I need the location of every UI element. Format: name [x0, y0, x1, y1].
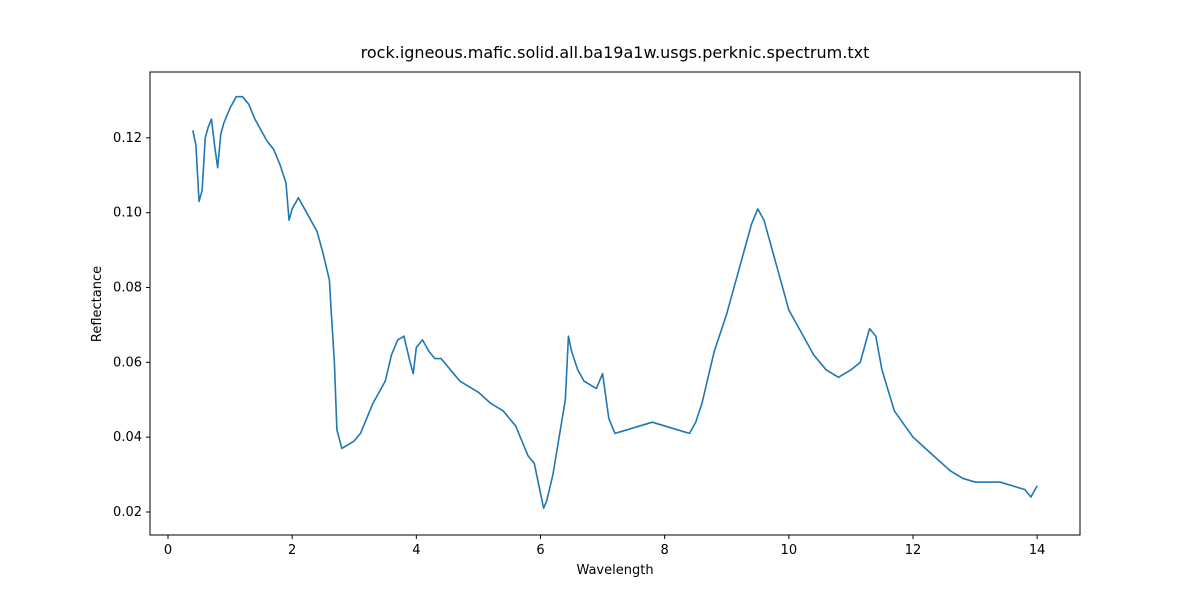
- plot-frame: [149, 71, 1081, 536]
- y-axis-label: Reflectance: [90, 266, 105, 342]
- y-tick-label: 0.02: [113, 505, 142, 520]
- x-axis-label: Wavelength: [576, 563, 653, 578]
- y-tick-label: 0.12: [113, 131, 142, 146]
- x-tick-label: 0: [164, 543, 172, 558]
- chart-title: rock.igneous.mafic.solid.all.ba19a1w.usg…: [361, 43, 870, 62]
- y-tick-label: 0.06: [113, 355, 142, 370]
- x-tick-label: 2: [288, 543, 296, 558]
- x-tick-label: 10: [781, 543, 798, 558]
- x-tick-label: 12: [905, 543, 922, 558]
- y-tick-label: 0.08: [113, 281, 142, 296]
- x-tick-label: 4: [412, 543, 420, 558]
- x-tick-label: 8: [661, 543, 669, 558]
- spectrum-line: [192, 95, 1038, 510]
- x-tick-label: 14: [1029, 543, 1046, 558]
- x-tick-label: 6: [536, 543, 544, 558]
- y-tick-label: 0.04: [113, 430, 142, 445]
- y-tick-label: 0.10: [113, 206, 142, 221]
